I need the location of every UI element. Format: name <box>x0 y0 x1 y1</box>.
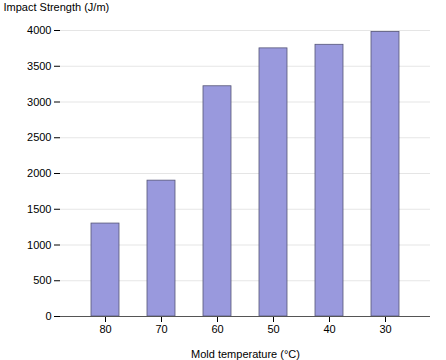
svg-text:80: 80 <box>99 323 111 335</box>
svg-text:2500: 2500 <box>27 131 51 143</box>
svg-text:50: 50 <box>267 323 279 335</box>
svg-text:3500: 3500 <box>27 60 51 72</box>
svg-text:1000: 1000 <box>27 239 51 251</box>
svg-text:3000: 3000 <box>27 96 51 108</box>
svg-text:60: 60 <box>211 323 223 335</box>
svg-text:70: 70 <box>155 323 167 335</box>
svg-text:Impact Strength (J/m): Impact Strength (J/m) <box>4 1 110 13</box>
svg-text:30: 30 <box>379 323 391 335</box>
svg-text:1500: 1500 <box>27 203 51 215</box>
svg-text:4000: 4000 <box>27 24 51 36</box>
svg-text:2000: 2000 <box>27 167 51 179</box>
svg-text:500: 500 <box>33 274 51 286</box>
svg-text:Mold temperature (°C): Mold temperature (°C) <box>191 348 300 360</box>
svg-text:0: 0 <box>45 310 51 322</box>
svg-text:40: 40 <box>323 323 335 335</box>
